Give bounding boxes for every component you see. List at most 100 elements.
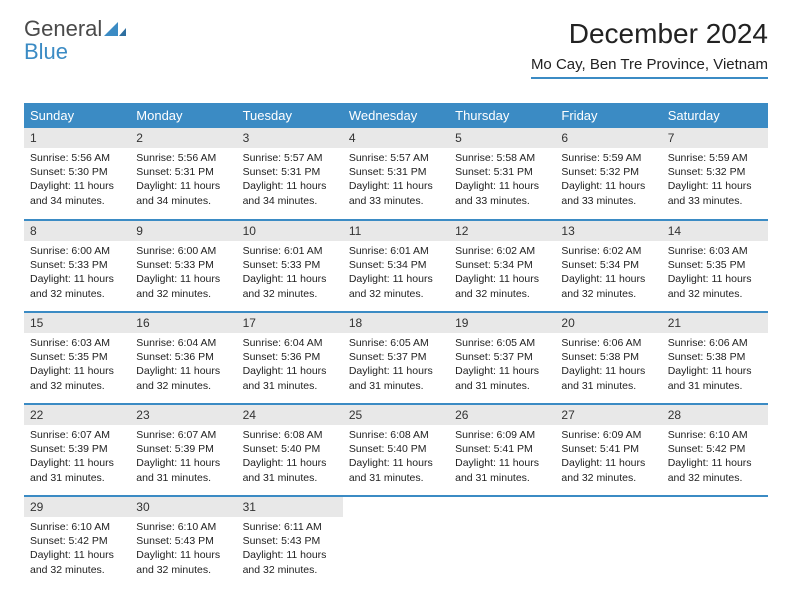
day-number: 25 <box>343 405 449 425</box>
day-details: Sunrise: 6:08 AMSunset: 5:40 PMDaylight:… <box>237 425 343 490</box>
logo: General Blue <box>24 18 126 64</box>
day-details: Sunrise: 6:04 AMSunset: 5:36 PMDaylight:… <box>130 333 236 398</box>
day-details: Sunrise: 6:04 AMSunset: 5:36 PMDaylight:… <box>237 333 343 398</box>
day-details: Sunrise: 6:02 AMSunset: 5:34 PMDaylight:… <box>449 241 555 306</box>
day-details: Sunrise: 6:10 AMSunset: 5:42 PMDaylight:… <box>24 517 130 582</box>
day-number: 15 <box>24 313 130 333</box>
calendar-cell: 20Sunrise: 6:06 AMSunset: 5:38 PMDayligh… <box>555 312 661 404</box>
day-details: Sunrise: 6:06 AMSunset: 5:38 PMDaylight:… <box>662 333 768 398</box>
day-number: 17 <box>237 313 343 333</box>
calendar-cell <box>343 496 449 588</box>
calendar-cell: 1Sunrise: 5:56 AMSunset: 5:30 PMDaylight… <box>24 128 130 220</box>
calendar-row: 22Sunrise: 6:07 AMSunset: 5:39 PMDayligh… <box>24 404 768 496</box>
calendar-cell: 31Sunrise: 6:11 AMSunset: 5:43 PMDayligh… <box>237 496 343 588</box>
calendar-cell: 15Sunrise: 6:03 AMSunset: 5:35 PMDayligh… <box>24 312 130 404</box>
month-title: December 2024 <box>531 18 768 50</box>
weekday-header: Thursday <box>449 103 555 128</box>
title-block: December 2024 Mo Cay, Ben Tre Province, … <box>531 18 768 79</box>
calendar-cell: 28Sunrise: 6:10 AMSunset: 5:42 PMDayligh… <box>662 404 768 496</box>
day-details: Sunrise: 6:00 AMSunset: 5:33 PMDaylight:… <box>24 241 130 306</box>
day-number: 6 <box>555 128 661 148</box>
logo-word-blue: Blue <box>24 39 68 64</box>
day-details: Sunrise: 6:07 AMSunset: 5:39 PMDaylight:… <box>24 425 130 490</box>
day-details: Sunrise: 6:06 AMSunset: 5:38 PMDaylight:… <box>555 333 661 398</box>
calendar-cell: 26Sunrise: 6:09 AMSunset: 5:41 PMDayligh… <box>449 404 555 496</box>
day-details: Sunrise: 5:57 AMSunset: 5:31 PMDaylight:… <box>237 148 343 213</box>
day-details: Sunrise: 6:03 AMSunset: 5:35 PMDaylight:… <box>662 241 768 306</box>
day-number: 22 <box>24 405 130 425</box>
day-details: Sunrise: 5:58 AMSunset: 5:31 PMDaylight:… <box>449 148 555 213</box>
day-number: 8 <box>24 221 130 241</box>
day-number: 7 <box>662 128 768 148</box>
calendar-table: SundayMondayTuesdayWednesdayThursdayFrid… <box>24 103 768 588</box>
day-number: 26 <box>449 405 555 425</box>
day-details: Sunrise: 6:03 AMSunset: 5:35 PMDaylight:… <box>24 333 130 398</box>
day-details: Sunrise: 6:05 AMSunset: 5:37 PMDaylight:… <box>449 333 555 398</box>
calendar-cell: 29Sunrise: 6:10 AMSunset: 5:42 PMDayligh… <box>24 496 130 588</box>
logo-word-general: General <box>24 16 102 41</box>
day-details: Sunrise: 5:56 AMSunset: 5:31 PMDaylight:… <box>130 148 236 213</box>
weekday-header: Tuesday <box>237 103 343 128</box>
calendar-cell: 14Sunrise: 6:03 AMSunset: 5:35 PMDayligh… <box>662 220 768 312</box>
day-number: 9 <box>130 221 236 241</box>
calendar-row: 15Sunrise: 6:03 AMSunset: 5:35 PMDayligh… <box>24 312 768 404</box>
calendar-cell: 25Sunrise: 6:08 AMSunset: 5:40 PMDayligh… <box>343 404 449 496</box>
calendar-cell <box>662 496 768 588</box>
day-details: Sunrise: 6:09 AMSunset: 5:41 PMDaylight:… <box>555 425 661 490</box>
day-number: 30 <box>130 497 236 517</box>
day-number: 10 <box>237 221 343 241</box>
day-number: 19 <box>449 313 555 333</box>
day-details: Sunrise: 5:56 AMSunset: 5:30 PMDaylight:… <box>24 148 130 213</box>
calendar-cell: 24Sunrise: 6:08 AMSunset: 5:40 PMDayligh… <box>237 404 343 496</box>
calendar-cell: 17Sunrise: 6:04 AMSunset: 5:36 PMDayligh… <box>237 312 343 404</box>
day-details: Sunrise: 5:57 AMSunset: 5:31 PMDaylight:… <box>343 148 449 213</box>
day-number: 28 <box>662 405 768 425</box>
calendar-cell: 7Sunrise: 5:59 AMSunset: 5:32 PMDaylight… <box>662 128 768 220</box>
logo-sail-icon <box>104 20 126 41</box>
calendar-row: 1Sunrise: 5:56 AMSunset: 5:30 PMDaylight… <box>24 128 768 220</box>
calendar-cell: 12Sunrise: 6:02 AMSunset: 5:34 PMDayligh… <box>449 220 555 312</box>
day-number: 11 <box>343 221 449 241</box>
weekday-header: Monday <box>130 103 236 128</box>
calendar-cell: 23Sunrise: 6:07 AMSunset: 5:39 PMDayligh… <box>130 404 236 496</box>
calendar-cell: 10Sunrise: 6:01 AMSunset: 5:33 PMDayligh… <box>237 220 343 312</box>
day-number: 23 <box>130 405 236 425</box>
calendar-cell: 6Sunrise: 5:59 AMSunset: 5:32 PMDaylight… <box>555 128 661 220</box>
calendar-cell: 13Sunrise: 6:02 AMSunset: 5:34 PMDayligh… <box>555 220 661 312</box>
calendar-cell: 19Sunrise: 6:05 AMSunset: 5:37 PMDayligh… <box>449 312 555 404</box>
day-number: 27 <box>555 405 661 425</box>
calendar-row: 8Sunrise: 6:00 AMSunset: 5:33 PMDaylight… <box>24 220 768 312</box>
calendar-body: 1Sunrise: 5:56 AMSunset: 5:30 PMDaylight… <box>24 128 768 588</box>
weekday-header: Sunday <box>24 103 130 128</box>
day-number: 14 <box>662 221 768 241</box>
calendar-cell: 5Sunrise: 5:58 AMSunset: 5:31 PMDaylight… <box>449 128 555 220</box>
day-details: Sunrise: 5:59 AMSunset: 5:32 PMDaylight:… <box>555 148 661 213</box>
calendar-cell: 2Sunrise: 5:56 AMSunset: 5:31 PMDaylight… <box>130 128 236 220</box>
weekday-header: Friday <box>555 103 661 128</box>
day-details: Sunrise: 6:11 AMSunset: 5:43 PMDaylight:… <box>237 517 343 582</box>
day-details: Sunrise: 6:10 AMSunset: 5:42 PMDaylight:… <box>662 425 768 490</box>
day-number: 5 <box>449 128 555 148</box>
calendar-cell <box>449 496 555 588</box>
day-number: 29 <box>24 497 130 517</box>
calendar-cell: 9Sunrise: 6:00 AMSunset: 5:33 PMDaylight… <box>130 220 236 312</box>
day-number: 16 <box>130 313 236 333</box>
day-number: 2 <box>130 128 236 148</box>
day-number: 18 <box>343 313 449 333</box>
calendar-cell: 11Sunrise: 6:01 AMSunset: 5:34 PMDayligh… <box>343 220 449 312</box>
calendar-cell: 16Sunrise: 6:04 AMSunset: 5:36 PMDayligh… <box>130 312 236 404</box>
day-details: Sunrise: 6:01 AMSunset: 5:33 PMDaylight:… <box>237 241 343 306</box>
day-details: Sunrise: 6:00 AMSunset: 5:33 PMDaylight:… <box>130 241 236 306</box>
calendar-cell: 4Sunrise: 5:57 AMSunset: 5:31 PMDaylight… <box>343 128 449 220</box>
day-number: 31 <box>237 497 343 517</box>
day-number: 13 <box>555 221 661 241</box>
day-details: Sunrise: 6:09 AMSunset: 5:41 PMDaylight:… <box>449 425 555 490</box>
calendar-cell: 21Sunrise: 6:06 AMSunset: 5:38 PMDayligh… <box>662 312 768 404</box>
day-number: 12 <box>449 221 555 241</box>
weekday-header-row: SundayMondayTuesdayWednesdayThursdayFrid… <box>24 103 768 128</box>
calendar-cell <box>555 496 661 588</box>
day-details: Sunrise: 5:59 AMSunset: 5:32 PMDaylight:… <box>662 148 768 213</box>
day-number: 4 <box>343 128 449 148</box>
location-text: Mo Cay, Ben Tre Province, Vietnam <box>531 56 768 79</box>
calendar-row: 29Sunrise: 6:10 AMSunset: 5:42 PMDayligh… <box>24 496 768 588</box>
